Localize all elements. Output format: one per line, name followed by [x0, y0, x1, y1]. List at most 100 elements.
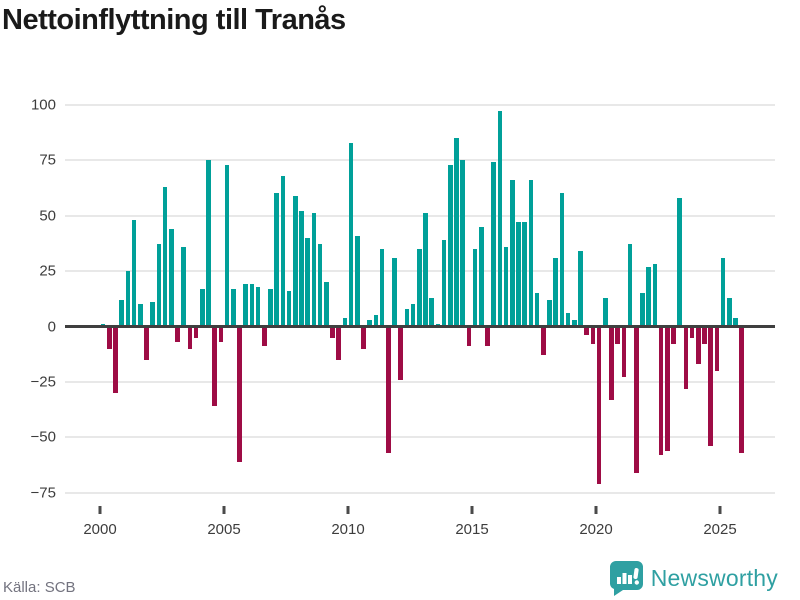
bar-quarter	[379, 248, 385, 327]
bar-quarter	[572, 319, 577, 327]
bar-quarter	[665, 326, 670, 451]
gridline-y--75	[65, 491, 775, 494]
gridline-y--50	[65, 436, 775, 439]
bar-quarter	[485, 326, 490, 347]
bar-quarter	[212, 326, 217, 407]
bar-quarter	[503, 246, 509, 327]
bar-quarter	[193, 326, 199, 338]
bar-quarter	[138, 304, 143, 327]
y-axis-label: 50	[39, 207, 56, 225]
y-axis-label: −25	[30, 373, 56, 391]
bar-quarter	[466, 326, 472, 347]
bar-quarter	[448, 164, 453, 327]
bar-quarter	[398, 326, 403, 380]
bar-quarter	[417, 248, 422, 327]
newsworthy-icon	[609, 561, 643, 596]
bar-quarter	[454, 138, 459, 327]
bar-quarter	[429, 297, 434, 327]
bar-quarter	[528, 180, 534, 327]
bar-quarter	[113, 326, 118, 393]
x-axis-label: 2010	[331, 521, 365, 538]
bar-quarter	[348, 142, 354, 327]
bar-quarter	[324, 282, 329, 327]
bar-quarter	[336, 326, 341, 360]
x-axis-label: 2005	[207, 521, 241, 538]
bar-quarter	[243, 284, 248, 327]
bar-quarter	[671, 326, 676, 345]
y-axis-label: −50	[30, 428, 56, 446]
bar-quarter	[497, 111, 503, 327]
bar-quarter	[603, 297, 608, 327]
y-axis-label: 100	[30, 96, 56, 114]
y-axis-label: 75	[39, 151, 56, 169]
bar-quarter	[330, 326, 335, 338]
bar-quarter	[200, 288, 205, 327]
source-caption: Källa: SCB	[3, 579, 76, 596]
bar-quarter	[224, 164, 230, 327]
bar-quarter	[169, 228, 174, 327]
bar-quarter	[702, 326, 707, 345]
bar-quarter	[162, 186, 168, 327]
bar-quarter	[175, 326, 180, 343]
bar-quarter	[255, 286, 261, 327]
bar-quarter	[355, 235, 360, 327]
bar-quarter	[590, 326, 596, 345]
bar-quarter	[708, 326, 713, 447]
bar-quarter	[522, 222, 527, 327]
bar-quarter	[386, 326, 391, 453]
bar-quarter	[578, 251, 583, 327]
bar-quarter	[733, 317, 738, 327]
x-axis-label: 2015	[455, 521, 489, 538]
x-axis-tick	[594, 506, 598, 514]
bar-quarter	[534, 293, 540, 327]
bar-quarter	[317, 244, 323, 327]
bar-quarter	[441, 240, 447, 327]
bar-quarter	[658, 326, 664, 456]
bar-quarter	[119, 299, 124, 327]
x-axis-tick	[346, 506, 350, 514]
bar-quarter	[739, 326, 744, 453]
bar-quarter	[218, 326, 224, 343]
bar-quarter	[472, 248, 478, 327]
bar-quarter	[584, 326, 589, 336]
bar-quarter	[565, 313, 571, 327]
bar-quarter	[361, 326, 366, 349]
bar-quarter	[125, 271, 131, 327]
x-axis-label: 2020	[579, 521, 613, 538]
bar-quarter	[596, 326, 602, 484]
gridline-y-50	[65, 214, 775, 217]
bar-quarter	[237, 326, 242, 462]
bar-quarter	[683, 326, 689, 389]
bar-quarter	[150, 302, 155, 327]
bar-quarter	[144, 326, 149, 360]
newsworthy-wordmark: Newsworthy	[650, 565, 778, 591]
bar-quarter	[181, 246, 186, 327]
bar-quarter	[652, 264, 658, 327]
bar-quarter	[274, 193, 279, 327]
x-axis-tick	[718, 506, 722, 514]
bar-quarter	[268, 288, 273, 327]
gridline-y--25	[65, 380, 775, 383]
bar-quarter	[460, 160, 465, 327]
gridline-y-75	[65, 159, 775, 162]
bar-quarter	[696, 326, 701, 365]
bar-quarter	[299, 211, 304, 327]
bar-quarter	[392, 257, 397, 327]
bar-quarter	[342, 317, 348, 327]
y-axis-label: 25	[39, 262, 56, 280]
x-axis-label: 2000	[83, 521, 117, 538]
bar-quarter	[714, 326, 720, 371]
bar-quarter	[510, 180, 515, 327]
bar-quarter	[689, 326, 695, 338]
bar-quarter	[367, 319, 372, 327]
x-axis-tick	[98, 506, 102, 514]
bar-quarter	[231, 288, 236, 327]
bar-quarter	[634, 326, 639, 473]
bar-quarter	[541, 326, 546, 356]
bar-quarter	[646, 266, 651, 327]
bar-quarter	[410, 304, 416, 327]
x-axis-tick	[470, 506, 474, 514]
bar-quarter	[609, 326, 614, 400]
